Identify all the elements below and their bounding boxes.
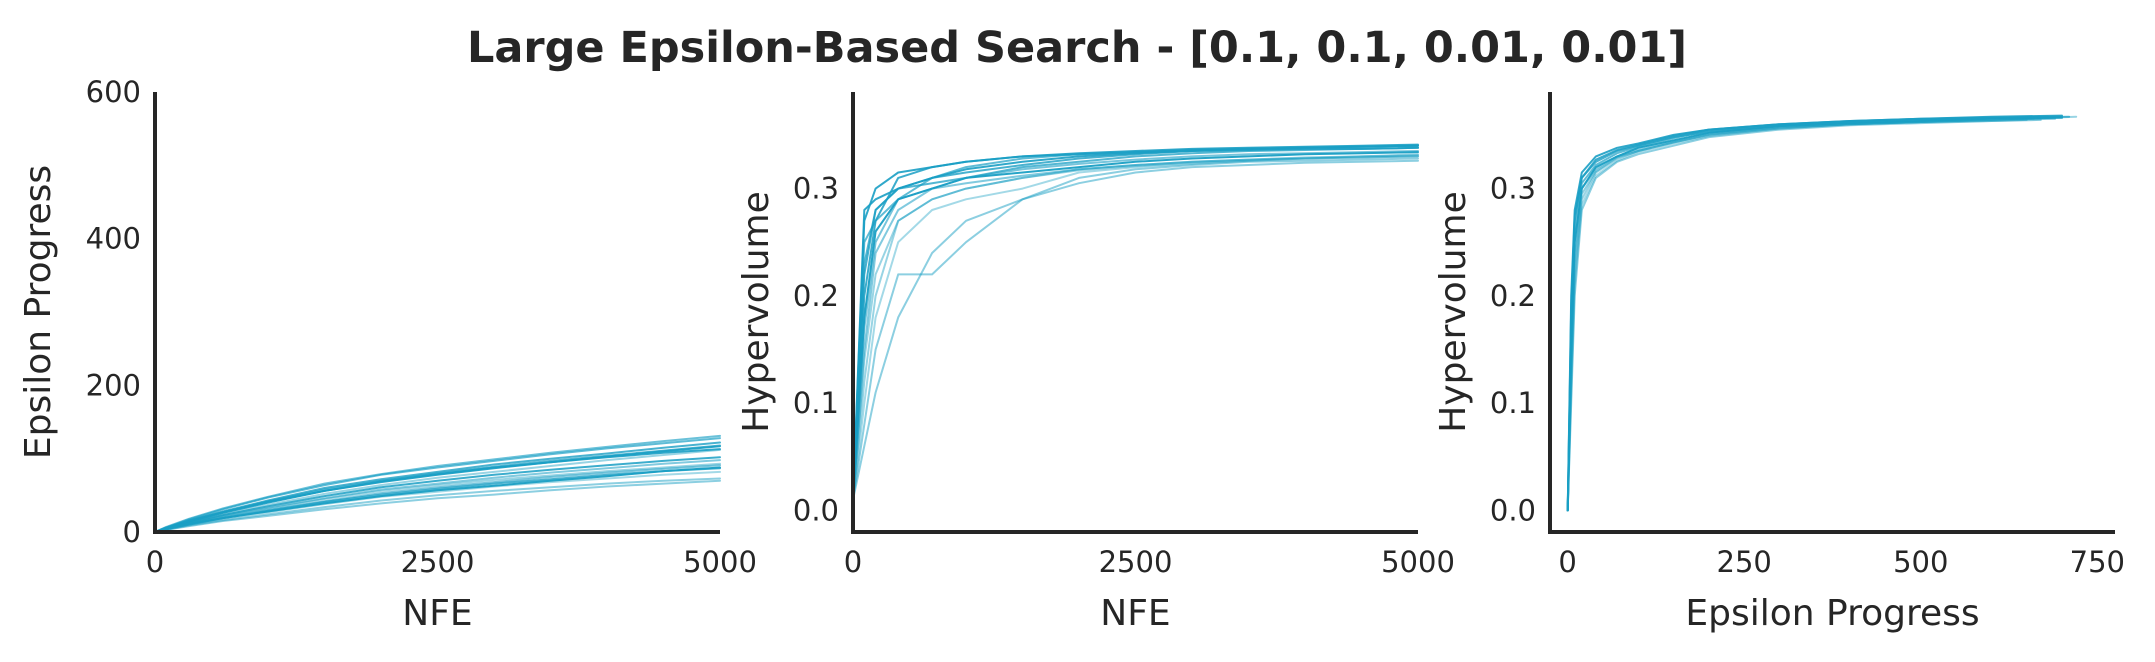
series-line-7 [1566, 115, 2071, 512]
x-tick-label: 750 [2070, 545, 2125, 579]
y-tick-label: 0.1 [793, 386, 839, 420]
series-line-7 [853, 144, 1419, 501]
series-group [1566, 114, 2078, 512]
series-line-9 [853, 144, 1419, 501]
y-tick-label: 0.0 [793, 494, 839, 528]
x-tick-label: 5000 [1381, 545, 1455, 579]
series-line-5 [1566, 114, 2063, 512]
figure-title: Large Epsilon-Based Search - [0.1, 0.1, … [467, 23, 1687, 73]
series-line-1 [853, 151, 1419, 501]
y-tick-label: 200 [86, 368, 141, 402]
series-line-8 [853, 153, 1419, 501]
x-axis-label: Epsilon Progress [1685, 593, 1979, 634]
series-line-12 [853, 150, 1419, 501]
series-line-1 [1566, 116, 2063, 512]
series-line-14 [853, 155, 1419, 501]
series-line-4 [853, 157, 1419, 501]
series-group [853, 143, 1419, 501]
series-line-5 [853, 146, 1419, 501]
series-line-2 [1566, 115, 2078, 512]
series-line-15 [155, 434, 721, 532]
series-line-6 [853, 154, 1419, 501]
series-line-10 [1566, 118, 2042, 512]
y-tick-label: 0.0 [1490, 494, 1536, 528]
y-tick-label: 0 [123, 515, 141, 549]
series-line-8 [1566, 117, 2035, 512]
series-line-10 [853, 159, 1419, 501]
series-line-16 [155, 467, 721, 532]
series-line-14 [155, 462, 721, 532]
x-tick-label: 500 [1893, 545, 1948, 579]
x-tick-label: 2500 [1099, 545, 1173, 579]
y-tick-label: 0.3 [1490, 172, 1536, 206]
x-tick-label: 250 [1717, 545, 1772, 579]
series-line-10 [155, 479, 721, 532]
x-tick-label: 0 [146, 545, 164, 579]
series-line-6 [1566, 117, 2056, 512]
y-tick-label: 400 [86, 222, 141, 256]
y-tick-label: 0.1 [1490, 386, 1536, 420]
series-line-9 [155, 456, 721, 532]
x-tick-label: 0 [844, 545, 862, 579]
y-axis-label: Hypervolume [1433, 191, 1474, 433]
y-tick-label: 0.2 [793, 279, 839, 313]
series-line-3 [853, 144, 1419, 501]
series-line-9 [1566, 115, 2063, 512]
y-tick-label: 0.3 [793, 172, 839, 206]
panel-hypervolume-vs-nfe: 0 2500 5000 0.0 0.1 0.2 0.3 NFE Hypervolume [736, 92, 1455, 634]
x-axis-label: NFE [402, 593, 472, 634]
y-tick-label: 0.2 [1490, 279, 1536, 313]
series-line-4 [1566, 118, 2028, 512]
series-line-3 [1566, 115, 2049, 512]
series-line-13 [155, 448, 721, 532]
x-tick-label: 5000 [683, 545, 757, 579]
series-group [155, 434, 721, 532]
y-tick-label: 600 [86, 75, 141, 109]
series-line-13 [853, 143, 1419, 501]
x-tick-label: 2500 [401, 545, 475, 579]
y-axis-label: Hypervolume [736, 191, 777, 433]
x-axis-label: NFE [1100, 593, 1170, 634]
x-tick-label: 0 [1558, 545, 1576, 579]
series-line-11 [853, 146, 1419, 501]
y-axis-label: Epsilon Progress [18, 165, 59, 459]
panel-hypervolume-vs-epsilon-progress: 0 250 500 750 0.0 0.1 0.2 0.3 Epsilon Progress Hy… [1433, 92, 2125, 634]
panel-epsilon-progress-vs-nfe: 0 2500 5000 0 200 400 600 NFE Epsilon Progress [18, 75, 757, 634]
